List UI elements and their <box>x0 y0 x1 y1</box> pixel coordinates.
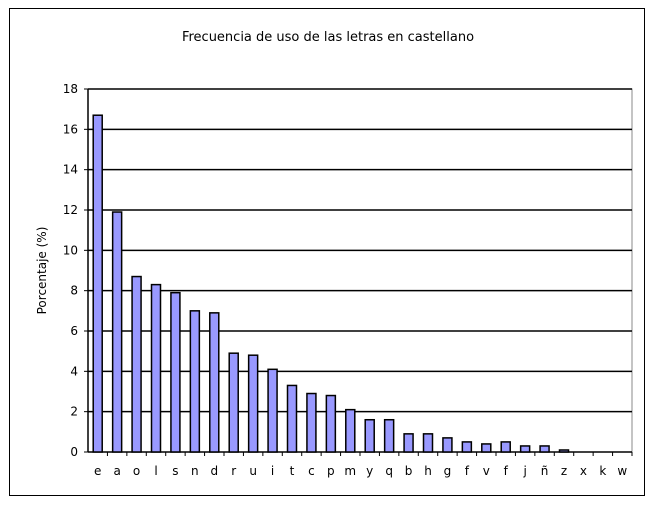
x-tick-label: a <box>113 464 120 478</box>
x-tick-label: x <box>580 464 587 478</box>
x-tick-label: c <box>308 464 315 478</box>
x-tick-label: i <box>271 464 274 478</box>
x-tick-label: e <box>94 464 101 478</box>
bar-u <box>247 354 259 453</box>
y-axis-label: Porcentaje (%) <box>35 227 49 315</box>
y-tick-label: 8 <box>70 284 78 298</box>
y-tick-label: 12 <box>63 203 78 217</box>
chart-frame <box>9 8 645 496</box>
bar-z <box>558 449 570 453</box>
bar-g <box>442 437 453 453</box>
bar-e <box>92 114 103 453</box>
x-tick-label: m <box>344 464 356 478</box>
bar-b <box>403 433 414 453</box>
y-tick-label: 2 <box>70 405 78 419</box>
bar-c <box>306 392 317 453</box>
y-tick-label: 14 <box>63 163 78 177</box>
x-tick-label: q <box>385 464 393 478</box>
x-tick-label: r <box>231 464 236 478</box>
x-tick-label: ñ <box>541 464 549 478</box>
x-tick-label: o <box>133 464 140 478</box>
y-tick-label: 18 <box>63 82 78 96</box>
x-tick-label: n <box>191 464 199 478</box>
x-tick-label: b <box>405 464 413 478</box>
y-tick-label: 16 <box>63 122 78 136</box>
bar-j <box>519 445 531 453</box>
y-tick-label: 0 <box>70 445 78 459</box>
bar-a <box>111 211 123 453</box>
y-tick-label: 10 <box>63 243 78 257</box>
bar-h <box>422 433 434 453</box>
x-tick-label: f <box>504 464 509 478</box>
bar-i <box>267 368 278 453</box>
x-tick-label: d <box>210 464 218 478</box>
x-tick-label: h <box>424 464 432 478</box>
bar-p <box>325 394 337 453</box>
bar-y <box>364 418 375 453</box>
x-tick-label: v <box>483 464 490 478</box>
x-tick-label: w <box>617 464 627 478</box>
bar-r <box>228 352 239 453</box>
bar-q <box>383 418 395 453</box>
bar-ñ <box>539 445 550 453</box>
x-tick-label: p <box>327 464 335 478</box>
bar-d <box>209 312 220 453</box>
bar-t <box>286 384 298 453</box>
x-tick-label: g <box>444 464 452 478</box>
bar-o <box>131 275 142 453</box>
bar-n <box>189 310 201 453</box>
bar-v <box>481 443 492 453</box>
x-tick-label: j <box>522 464 526 478</box>
x-tick-label: u <box>249 464 257 478</box>
bar-f <box>461 441 473 453</box>
x-tick-label: s <box>172 464 178 478</box>
bar-l <box>150 283 162 453</box>
x-tick-label: z <box>561 464 567 478</box>
bar-s <box>170 291 181 453</box>
y-tick-label: 4 <box>70 364 78 378</box>
chart-title: Frecuencia de uso de las letras en caste… <box>181 30 475 45</box>
bar-m <box>345 408 356 453</box>
x-tick-label: t <box>290 464 295 478</box>
bar-f <box>500 441 511 453</box>
x-tick-label: l <box>154 464 157 478</box>
x-tick-label: k <box>599 464 606 478</box>
y-tick-label: 6 <box>70 324 78 338</box>
x-tick-label: f <box>465 464 470 478</box>
plot-area <box>87 88 633 453</box>
x-tick-label: y <box>366 464 373 478</box>
